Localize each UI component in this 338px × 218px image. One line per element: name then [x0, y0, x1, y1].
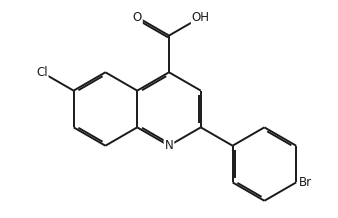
Text: Br: Br: [299, 176, 312, 189]
Text: Cl: Cl: [36, 66, 48, 79]
Text: OH: OH: [192, 11, 210, 24]
Text: O: O: [132, 11, 142, 24]
Text: N: N: [165, 139, 173, 152]
